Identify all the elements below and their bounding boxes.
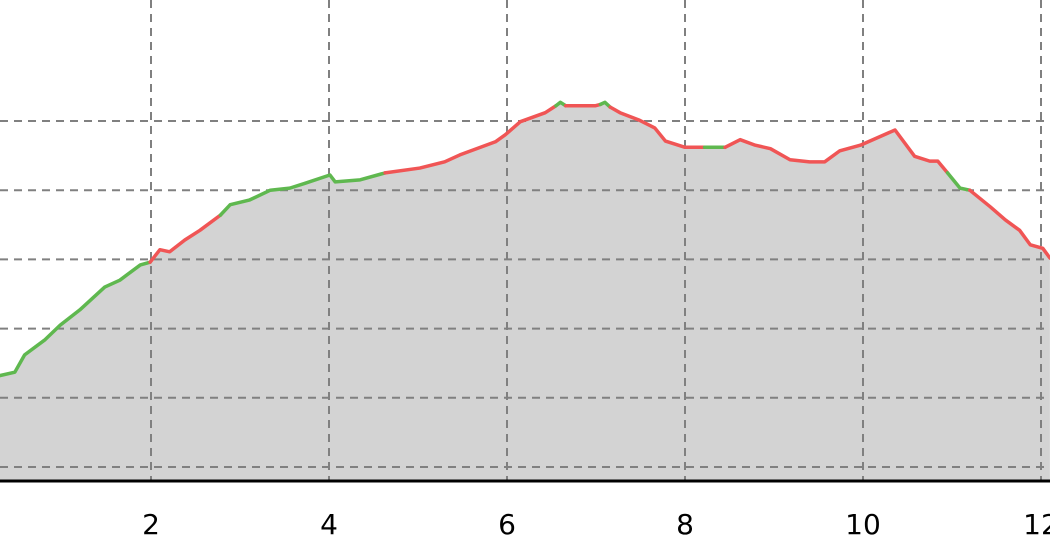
x-tick-label: 2 <box>142 508 160 541</box>
green-profile-segment <box>945 171 972 192</box>
x-tick-label: 6 <box>498 508 516 541</box>
x-tick-label: 12 <box>1023 508 1050 541</box>
profile-line-layer <box>0 100 1050 378</box>
red-profile-segment <box>608 105 707 150</box>
area-fill-layer <box>0 102 1050 481</box>
x-tick-labels: 2 4 6 8 10 12 <box>142 508 1050 541</box>
red-profile-segment <box>383 104 558 175</box>
area-fill <box>0 102 1050 481</box>
red-profile-segment <box>148 213 223 264</box>
red-profile-segment <box>968 188 1050 260</box>
green-profile-segment <box>598 100 612 109</box>
green-profile-segment <box>218 171 387 217</box>
green-profile-segment <box>0 260 152 378</box>
red-profile-segment <box>723 128 950 175</box>
red-profile-segment <box>563 102 603 108</box>
x-tick-label: 10 <box>845 508 881 541</box>
green-profile-segment <box>554 100 568 108</box>
x-tick-label: 4 <box>320 508 338 541</box>
x-tick-label: 8 <box>676 508 694 541</box>
